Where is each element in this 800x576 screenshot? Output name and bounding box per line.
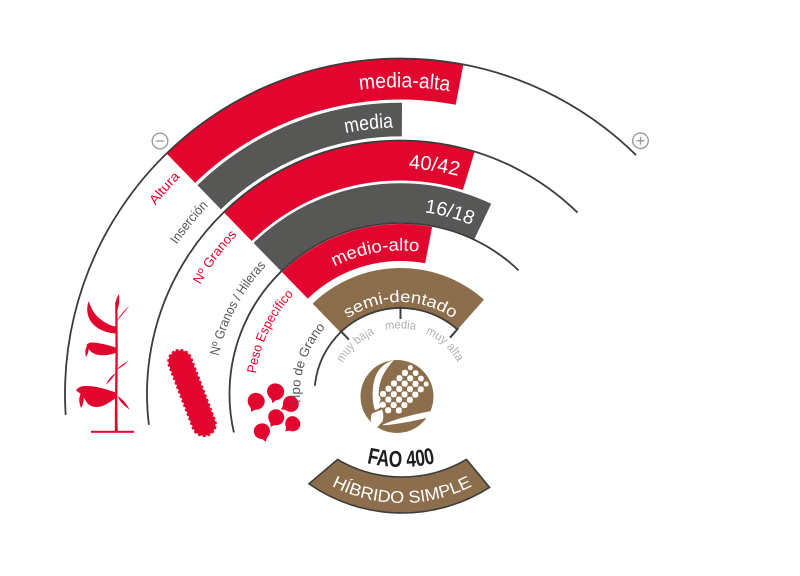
svg-text:FAO 400: FAO 400 [366, 443, 436, 473]
svg-text:media-alta: media-alta [358, 69, 453, 96]
